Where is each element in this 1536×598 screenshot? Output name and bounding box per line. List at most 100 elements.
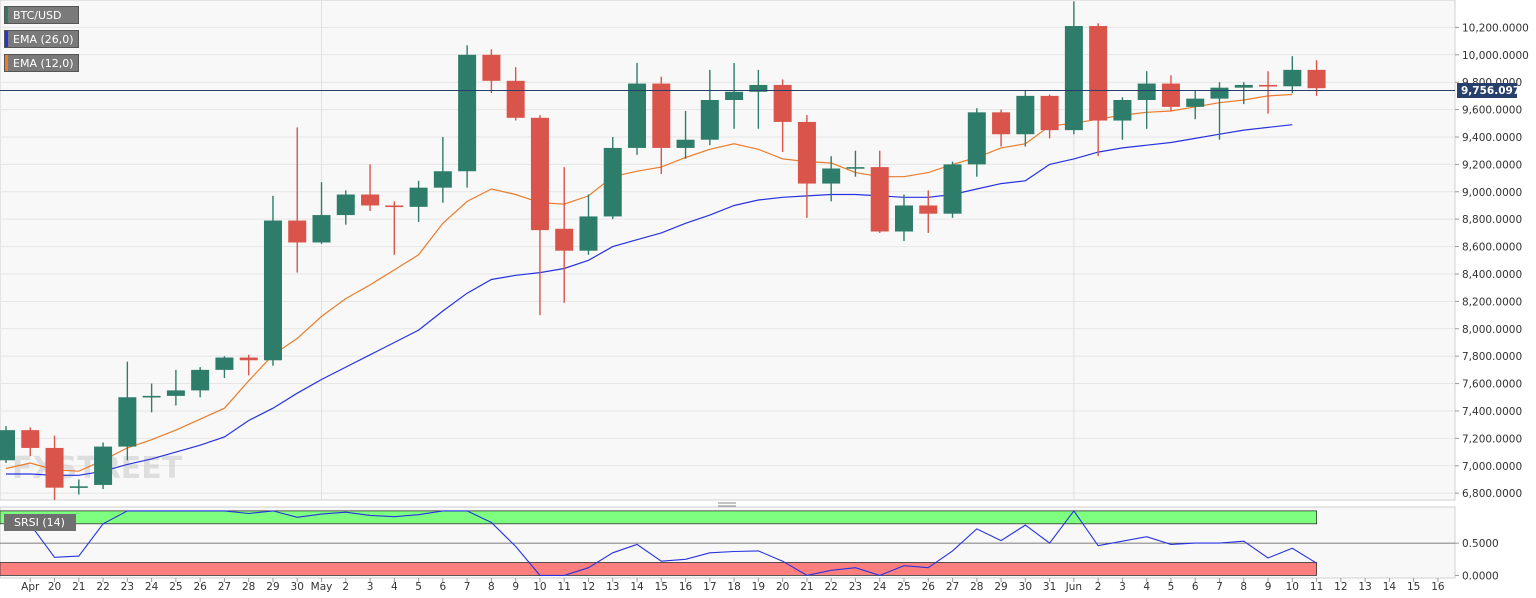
candle [919,190,938,233]
candle-body [94,446,113,485]
candle-body [69,486,88,488]
candle [603,136,622,220]
y-tick-label: 8,800.0000 [1462,214,1522,226]
y-tick-label: 9,200.0000 [1462,159,1522,171]
y-tick-label: 6,800.0000 [1462,488,1522,500]
x-tick-label: 10 [1286,581,1299,593]
legend-label: BTC/USD [13,9,62,22]
candle [1259,71,1278,114]
x-tick-label: 29 [994,581,1007,593]
candle-body [652,83,671,148]
candle [191,367,210,398]
x-tick-label: 2 [1095,581,1102,593]
candle [749,69,768,129]
candle [336,190,355,225]
candle [288,127,307,273]
candle-body [1307,69,1326,89]
candle [1210,82,1229,140]
candle-body [846,167,865,169]
x-tick-label: 15 [1407,581,1420,593]
candle [1161,75,1180,111]
x-tick-label: 10 [533,581,546,593]
x-tick-label: 26 [922,581,936,593]
candle-body [506,80,525,118]
x-tick-label: 13 [606,581,619,593]
srsi-y-tick-label: 0.5000 [1462,538,1499,550]
pane-resize-handle[interactable] [718,502,736,507]
candle-body [603,147,622,217]
last-price-label: 9,756.0973 [1461,85,1527,97]
legend-item-btcusd[interactable]: BTC/USD [4,6,79,24]
ema26-line [6,124,1293,476]
x-tick-label: 27 [946,581,959,593]
srsi-legend[interactable]: SRSI (14) [4,514,76,531]
candle-body [725,91,744,100]
x-tick-label: May [311,581,333,593]
candle-body [482,54,501,81]
y-tick-label: 9,000.0000 [1462,187,1522,199]
candle-body [1064,26,1083,131]
x-tick-label: 15 [655,581,668,593]
x-tick-label: 12 [1334,581,1347,593]
candle [1064,1,1083,135]
candle [725,63,744,129]
legend-swatch [5,7,8,23]
candle-body [0,430,15,461]
x-tick-label: 8 [488,581,495,593]
x-tick-label: 14 [630,581,644,593]
y-tick-label: 7,200.0000 [1462,433,1522,445]
candle-body [1283,69,1302,87]
candle-body [1016,95,1035,135]
candle-body [385,205,404,208]
candle [142,383,161,413]
candle-body [1161,83,1180,107]
candle [361,164,380,211]
main-plot-area [0,0,1456,501]
legend-item-ema26[interactable]: EMA (26,0) [4,30,79,48]
candle-body [142,395,161,398]
y-tick-label: 9,600.0000 [1462,105,1522,117]
candle [1113,97,1132,140]
oversold-band [0,562,1317,576]
x-tick-label: 25 [169,581,182,593]
x-tick-label: 5 [415,581,422,593]
candle-body [45,447,64,488]
candle-body [797,121,816,184]
candle-body [822,168,841,184]
candle-body [1259,84,1278,87]
candle [1016,90,1035,147]
x-tick-label: 24 [145,581,159,593]
candle [579,194,598,255]
candle [118,361,137,461]
candle [1089,23,1108,157]
candle [433,136,452,203]
x-tick-label: 5 [1168,581,1175,593]
srsi-y-tick-label: 0.0000 [1462,570,1499,582]
candle-body [943,164,962,214]
candle [239,354,258,376]
legend-swatch [5,31,8,47]
candle [312,182,331,244]
candle [555,167,574,303]
x-tick-label: 4 [391,581,398,593]
y-tick-label: 10,000.0000 [1462,50,1529,62]
legend-item-ema12[interactable]: EMA (12,0) [4,54,79,72]
x-tick-label: 22 [96,581,109,593]
candle-body [1186,98,1205,107]
x-tick-label: Jun [1065,581,1082,593]
candle [628,63,647,155]
candle [1283,56,1302,94]
candle [94,442,113,490]
candle [1137,71,1156,129]
y-tick-label: 7,800.0000 [1462,351,1522,363]
x-tick-label: 30 [291,581,304,593]
candle [652,76,671,174]
candle-body [21,430,40,448]
candle [45,435,64,500]
x-tick-label: 16 [679,581,693,593]
srsi-line [5,509,1317,576]
candle [482,49,501,94]
candle-body [361,194,380,206]
x-tick-label: 13 [1358,581,1371,593]
candle [676,110,695,159]
